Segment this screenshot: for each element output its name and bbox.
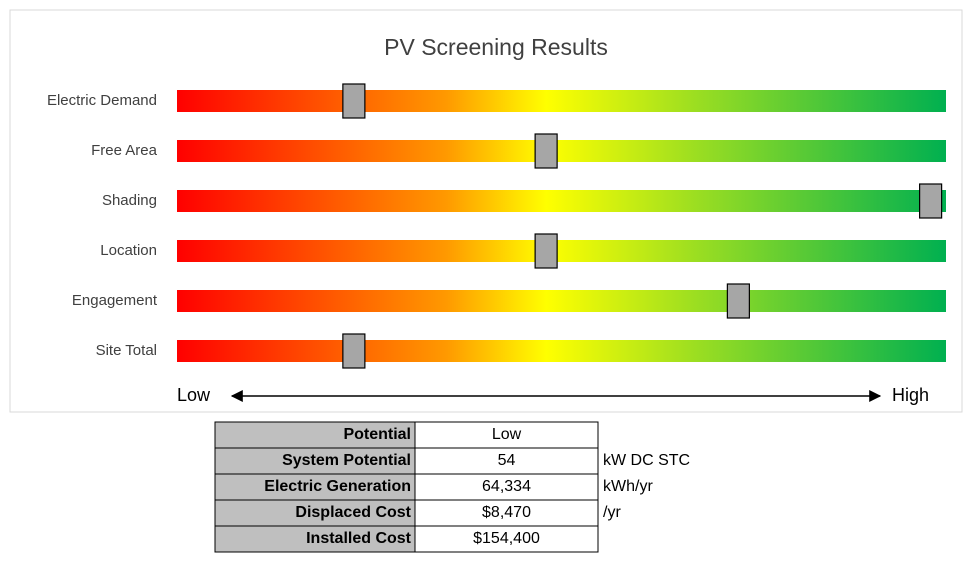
gradient-track — [177, 240, 946, 262]
gradient-track — [177, 90, 946, 112]
label-cell — [214, 525, 416, 553]
label-cell — [214, 421, 416, 449]
slider-marker — [534, 133, 558, 169]
row-label: Potential — [343, 426, 411, 443]
row-label: Displaced Cost — [295, 504, 411, 521]
category-label: Electric Demand — [47, 92, 157, 109]
row-unit: kW DC STC — [603, 452, 690, 469]
slider-marker — [919, 183, 943, 219]
value-cell — [414, 499, 599, 527]
row-label: System Potential — [282, 452, 411, 469]
category-label: Shading — [102, 192, 157, 209]
category-label: Location — [100, 242, 157, 259]
category-label: Free Area — [91, 142, 158, 159]
slider-marker — [342, 333, 366, 369]
category-label: Site Total — [96, 342, 157, 359]
row-label: Electric Generation — [264, 478, 411, 495]
row-value: $8,470 — [482, 504, 531, 521]
label-cell — [214, 473, 416, 501]
slider-marker — [342, 83, 366, 119]
high-label: High — [892, 385, 929, 405]
value-cell — [414, 447, 599, 475]
slider-marker — [534, 233, 558, 269]
chart-title: PV Screening Results — [384, 34, 608, 60]
row-value: 54 — [498, 452, 516, 469]
gradient-track — [177, 190, 946, 212]
low-label: Low — [177, 385, 211, 405]
category-label: Engagement — [72, 292, 158, 309]
row-unit: /yr — [603, 504, 621, 521]
value-cell — [414, 473, 599, 501]
gradient-track — [177, 140, 946, 162]
gradient-track — [177, 290, 946, 312]
value-cell — [414, 525, 599, 553]
slider-marker — [726, 283, 750, 319]
row-value: 64,334 — [482, 478, 531, 495]
row-unit: kWh/yr — [603, 478, 653, 495]
gradient-track — [177, 340, 946, 362]
row-value: Low — [492, 426, 522, 443]
row-value: $154,400 — [473, 530, 540, 547]
row-label: Installed Cost — [306, 530, 412, 547]
